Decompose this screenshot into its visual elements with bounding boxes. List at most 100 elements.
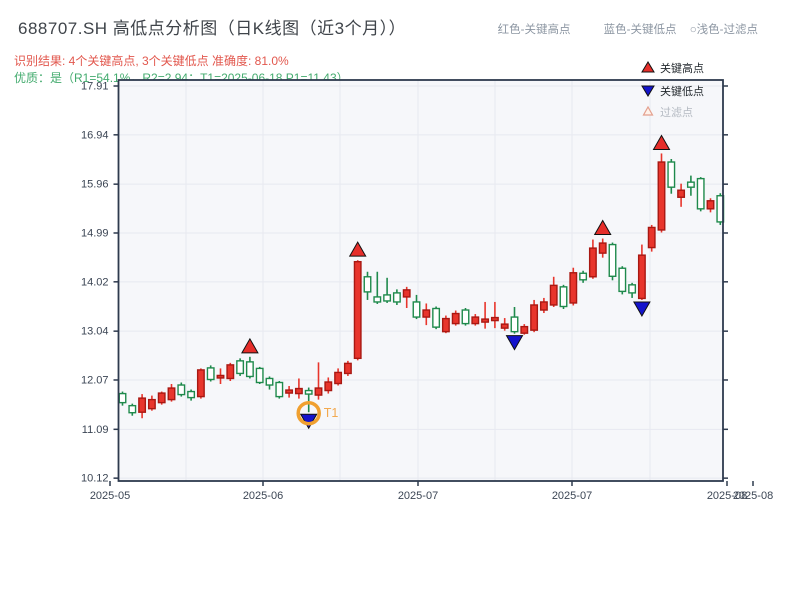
candle-body — [696, 177, 705, 210]
candle-body — [245, 361, 254, 378]
candle-body — [706, 200, 715, 210]
x-tick-label: 2025-08 — [707, 490, 747, 502]
key-low-marker — [633, 301, 651, 317]
y-tick-label: 14.02 — [81, 276, 109, 288]
candle-body — [628, 284, 637, 294]
candle-body — [637, 254, 646, 300]
candle-body — [598, 242, 607, 254]
candle-body — [363, 276, 372, 293]
candle-body — [334, 371, 343, 385]
candle-body — [304, 389, 313, 395]
candle-body — [520, 325, 529, 334]
candle-body — [549, 284, 558, 306]
y-tick-label: 16.94 — [81, 129, 109, 141]
candle-body — [294, 387, 303, 395]
candle-body — [647, 226, 656, 249]
candle-body — [128, 404, 137, 414]
candle-body — [324, 381, 333, 392]
candle-body — [373, 296, 382, 303]
candle-body — [216, 374, 225, 379]
candle-body — [187, 390, 196, 399]
candle-body — [461, 309, 470, 325]
candle-body — [667, 161, 676, 188]
candle-body — [618, 267, 627, 293]
key-low-marker — [505, 335, 524, 351]
candle-body — [265, 377, 274, 386]
y-tick-label: 10.12 — [81, 473, 109, 485]
candle-body — [441, 317, 450, 333]
y-tick-label: 15.96 — [81, 179, 109, 191]
candle-body — [471, 316, 480, 325]
x-tick-label: 2025-07 — [398, 490, 438, 502]
candle-body — [177, 384, 186, 396]
key-high-marker — [241, 337, 259, 354]
candle-body — [314, 387, 323, 396]
legend-filtered-icon — [642, 105, 654, 116]
page-title: 688707.SH 高低点分析图（日K线图（近3个月）） — [18, 19, 407, 38]
candle-body — [539, 301, 548, 311]
candle-body — [255, 367, 264, 384]
candle-body — [490, 316, 499, 322]
candle-body — [157, 392, 166, 404]
legend-label: 过滤点 — [660, 106, 693, 119]
t1-label: T1 — [324, 406, 339, 420]
candle-body — [206, 367, 215, 381]
candle-body — [432, 307, 441, 328]
candle-body — [226, 364, 235, 380]
candle-body — [569, 272, 578, 304]
candle-body — [285, 389, 294, 394]
legend-note-low: 蓝色-关键低点 — [603, 24, 677, 36]
candle-body — [343, 362, 352, 375]
candle-body — [118, 392, 127, 404]
candle-body — [392, 292, 401, 303]
x-tick-label: 2025-08 — [733, 490, 773, 502]
key-high-marker — [652, 134, 671, 150]
candle-body — [686, 181, 695, 188]
candle-body — [412, 301, 421, 318]
candle-body — [608, 243, 617, 277]
candle-body — [588, 247, 597, 278]
candle-body — [196, 369, 205, 398]
candle-body — [147, 398, 156, 410]
candle-body — [422, 309, 431, 318]
legend-high-icon — [641, 61, 655, 73]
candle-body — [383, 294, 392, 302]
candle-body — [353, 260, 362, 360]
candle-body — [500, 323, 509, 329]
t1-circle — [296, 400, 321, 426]
candle-body — [510, 316, 519, 333]
plot-area — [118, 80, 723, 481]
y-tick-label: 17.91 — [81, 81, 109, 93]
candle-body — [451, 312, 460, 325]
x-tick-label: 2025-05 — [90, 490, 130, 502]
y-tick-label: 11.09 — [82, 424, 109, 436]
recognition-result-line: 识别结果: 4个关键高点, 3个关键低点 准确度: 81.0% — [14, 54, 289, 68]
candle-body — [275, 381, 284, 398]
candle-body — [236, 360, 245, 375]
legend-low-icon — [641, 85, 655, 97]
key-high-marker — [348, 241, 367, 257]
legend-label: 关键高点 — [660, 61, 704, 75]
candle-body — [579, 272, 588, 281]
key-high-marker — [593, 219, 612, 236]
candle-body — [530, 304, 539, 331]
color-legend-note: 红色-关键高点 蓝色-关键低点 ○浅色-过滤点 — [498, 21, 758, 37]
candle-body — [481, 318, 490, 323]
y-tick-label: 13.04 — [81, 326, 109, 338]
x-tick-label: 2025-06 — [243, 490, 283, 502]
candle-body — [657, 161, 666, 231]
legend-note-high: 红色-关键高点 — [497, 24, 571, 36]
candle-body — [559, 286, 568, 308]
x-tick-label: 2025-07 — [552, 490, 592, 502]
candle-body — [402, 289, 411, 298]
candle-body — [167, 387, 176, 401]
y-tick-label: 14.99 — [81, 227, 109, 239]
legend-note-filtered: ○浅色-过滤点 — [689, 24, 758, 36]
y-tick-label: 12.07 — [81, 374, 109, 386]
candle-body — [677, 189, 686, 198]
legend-label: 关键低点 — [660, 84, 704, 98]
candle-body — [138, 397, 147, 413]
plot-border — [117, 79, 724, 482]
